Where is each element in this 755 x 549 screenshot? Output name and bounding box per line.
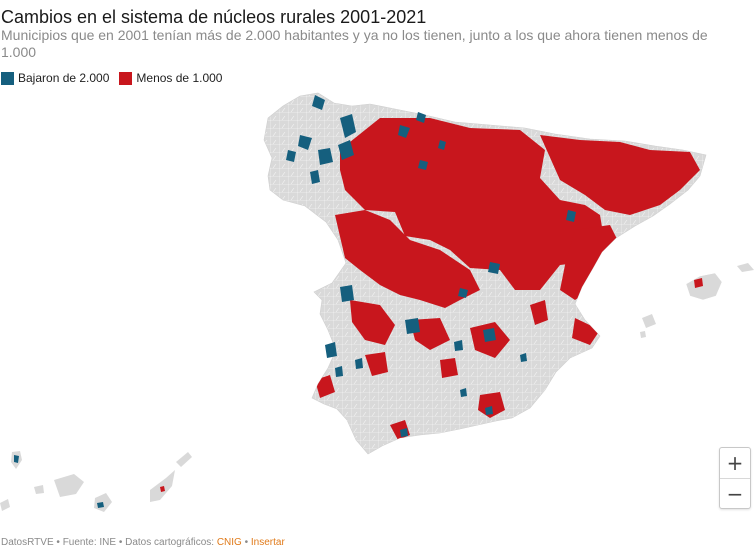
zoom-in-button[interactable]: +: [726, 451, 744, 475]
chart-subtitle: Municipios que en 2001 tenían más de 2.0…: [1, 27, 708, 60]
footer-separator: •: [241, 537, 251, 548]
legend: Bajaron de 2.000 Menos de 1.000: [1, 71, 232, 85]
footer: DatosRTVE • Fuente: INE • Datos cartográ…: [1, 537, 285, 549]
legend-swatch-blue: [1, 71, 14, 85]
spain-municipalities-map[interactable]: [0, 88, 755, 528]
legend-label-menos: Menos de 1.000: [136, 71, 223, 85]
blue-municipalities: [286, 95, 576, 437]
cnig-link[interactable]: CNIG: [216, 537, 242, 548]
balearic-islands: [640, 263, 754, 338]
chart-title: Cambios en el sistema de núcleos rurales…: [1, 7, 427, 27]
canary-islands: [0, 451, 192, 512]
footer-carto-label: Datos cartográficos:: [125, 537, 217, 548]
zoom-out-button[interactable]: −: [720, 478, 750, 508]
footer-separator: •: [116, 537, 126, 548]
legend-item-bajaron: Bajaron de 2.000: [1, 71, 109, 85]
footer-brand: DatosRTVE: [1, 537, 54, 548]
footer-separator: •: [53, 537, 63, 548]
legend-item-menos: Menos de 1.000: [119, 71, 222, 85]
footer-source: Fuente: INE: [62, 537, 117, 548]
red-municipalities: [315, 118, 700, 440]
legend-label-bajaron: Bajaron de 2.000: [18, 71, 110, 85]
legend-swatch-red: [119, 71, 133, 85]
embed-link[interactable]: Insertar: [250, 537, 285, 548]
zoom-control: + −: [719, 447, 751, 509]
